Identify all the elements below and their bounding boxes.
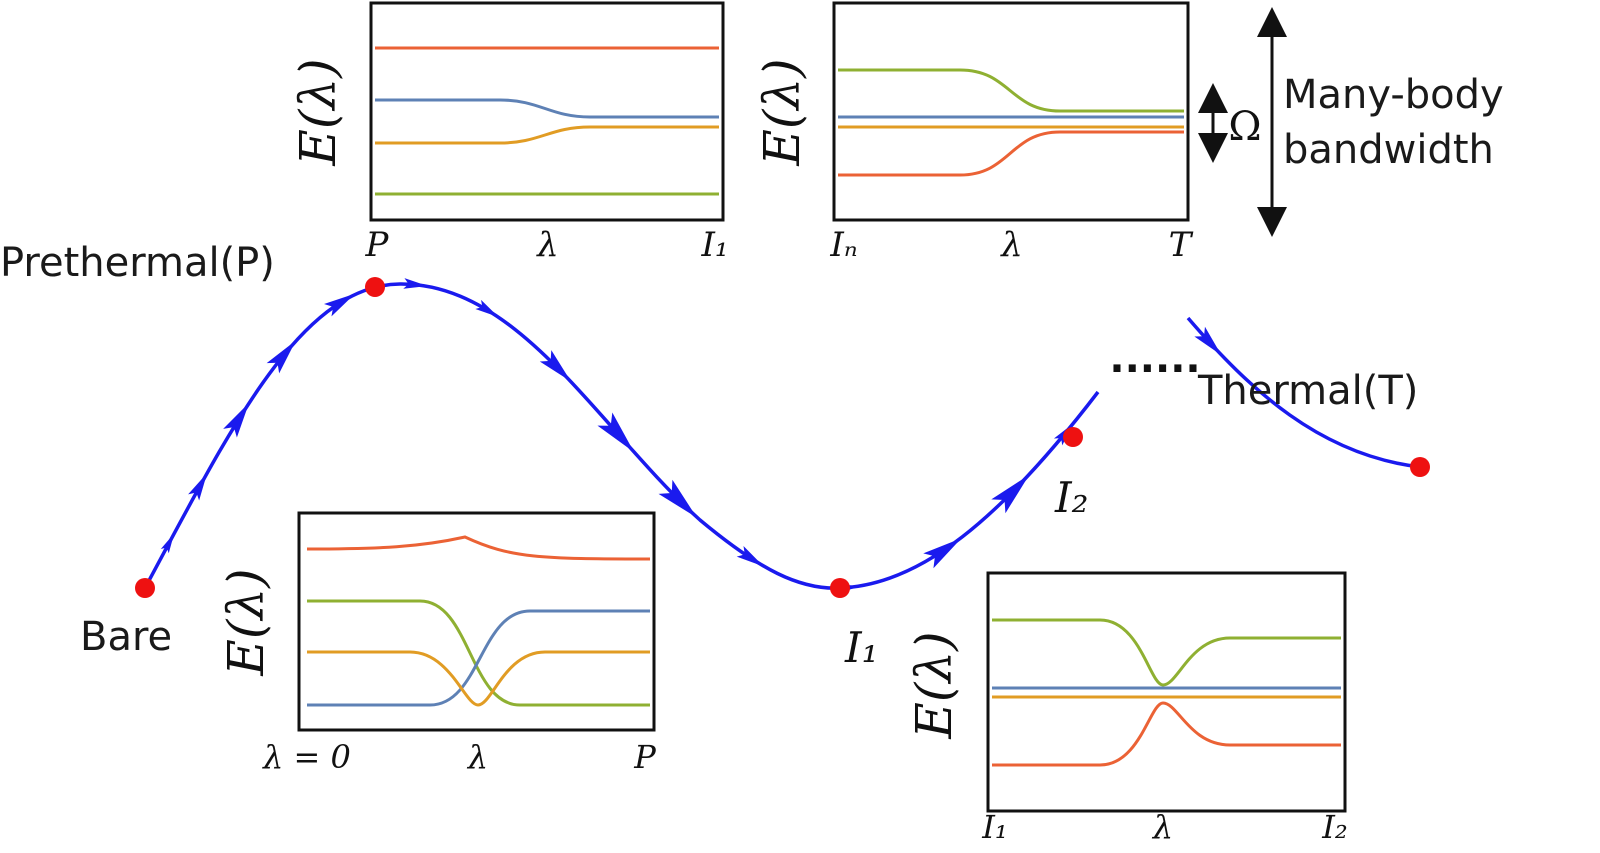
bandwidth-label: bandwidth	[1283, 127, 1494, 173]
flow-arrowhead	[1194, 326, 1222, 356]
node-dot	[1410, 457, 1430, 477]
inset-frame	[369, 1, 725, 222]
inset: E(λ) Iₙ λ T	[753, 1, 1194, 265]
level	[306, 535, 651, 561]
flow-arrowhead	[658, 479, 697, 518]
level	[838, 130, 1184, 177]
x-label: λ	[999, 225, 1023, 265]
node-label: I₂	[1054, 473, 1088, 522]
level	[375, 98, 719, 119]
flow-arrowhead	[923, 538, 962, 569]
flow-arrowhead	[223, 402, 250, 438]
node-label: Bare	[80, 614, 172, 660]
axis-label: E(λ)	[217, 568, 275, 676]
level	[307, 599, 650, 707]
inset-frame	[986, 571, 1347, 813]
level	[992, 618, 1341, 687]
flow-arrowhead	[324, 293, 356, 317]
x-label: P	[365, 225, 390, 265]
axis-label: E(λ)	[905, 631, 963, 739]
flow-arrowhead	[736, 546, 764, 567]
node-dot	[135, 578, 155, 598]
x-label: I₂	[1321, 808, 1347, 846]
level	[375, 125, 719, 145]
level	[838, 68, 1184, 113]
node-dot	[1063, 427, 1083, 447]
inset: E(λ) λ = 0 λ P	[217, 511, 656, 776]
inset-frame	[832, 1, 1190, 222]
node-dot	[830, 578, 850, 598]
flow-arrowhead	[403, 278, 428, 289]
x-label: I₁	[700, 225, 728, 265]
ellipsis: ......	[1109, 336, 1200, 382]
node-label: Thermal(T)	[1197, 368, 1418, 414]
node-label: I₁	[844, 623, 878, 672]
x-label: λ	[535, 225, 559, 265]
flow-arrowhead	[597, 412, 635, 453]
x-label: P	[633, 738, 656, 776]
bandwidth-label: Many-body	[1283, 72, 1504, 118]
x-label: I₁	[981, 808, 1007, 846]
axis-label: E(λ)	[289, 58, 347, 166]
level	[307, 650, 650, 707]
flow-arrowhead	[188, 472, 208, 501]
flow-arrowhead	[266, 340, 296, 374]
x-label: λ = 0	[261, 738, 351, 776]
flow-arrowhead	[991, 474, 1030, 514]
x-label: T	[1169, 225, 1194, 265]
level	[307, 609, 650, 707]
node-dot	[365, 277, 385, 297]
axis-label: E(λ)	[753, 58, 811, 166]
flow-arrowhead	[160, 533, 175, 554]
x-label: Iₙ	[829, 225, 857, 265]
x-label: λ	[466, 738, 488, 776]
flow-arrowhead	[539, 350, 571, 382]
inset: E(λ) P λ I₁	[289, 1, 729, 265]
node-label: Prethermal(P)	[0, 240, 275, 286]
inset-frame	[297, 511, 656, 732]
level	[992, 701, 1341, 767]
flow-arrowhead	[475, 299, 499, 318]
x-label: λ	[1151, 808, 1173, 846]
inset: E(λ) I₁ λ I₂	[905, 571, 1348, 846]
omega: Ω	[1228, 104, 1261, 150]
